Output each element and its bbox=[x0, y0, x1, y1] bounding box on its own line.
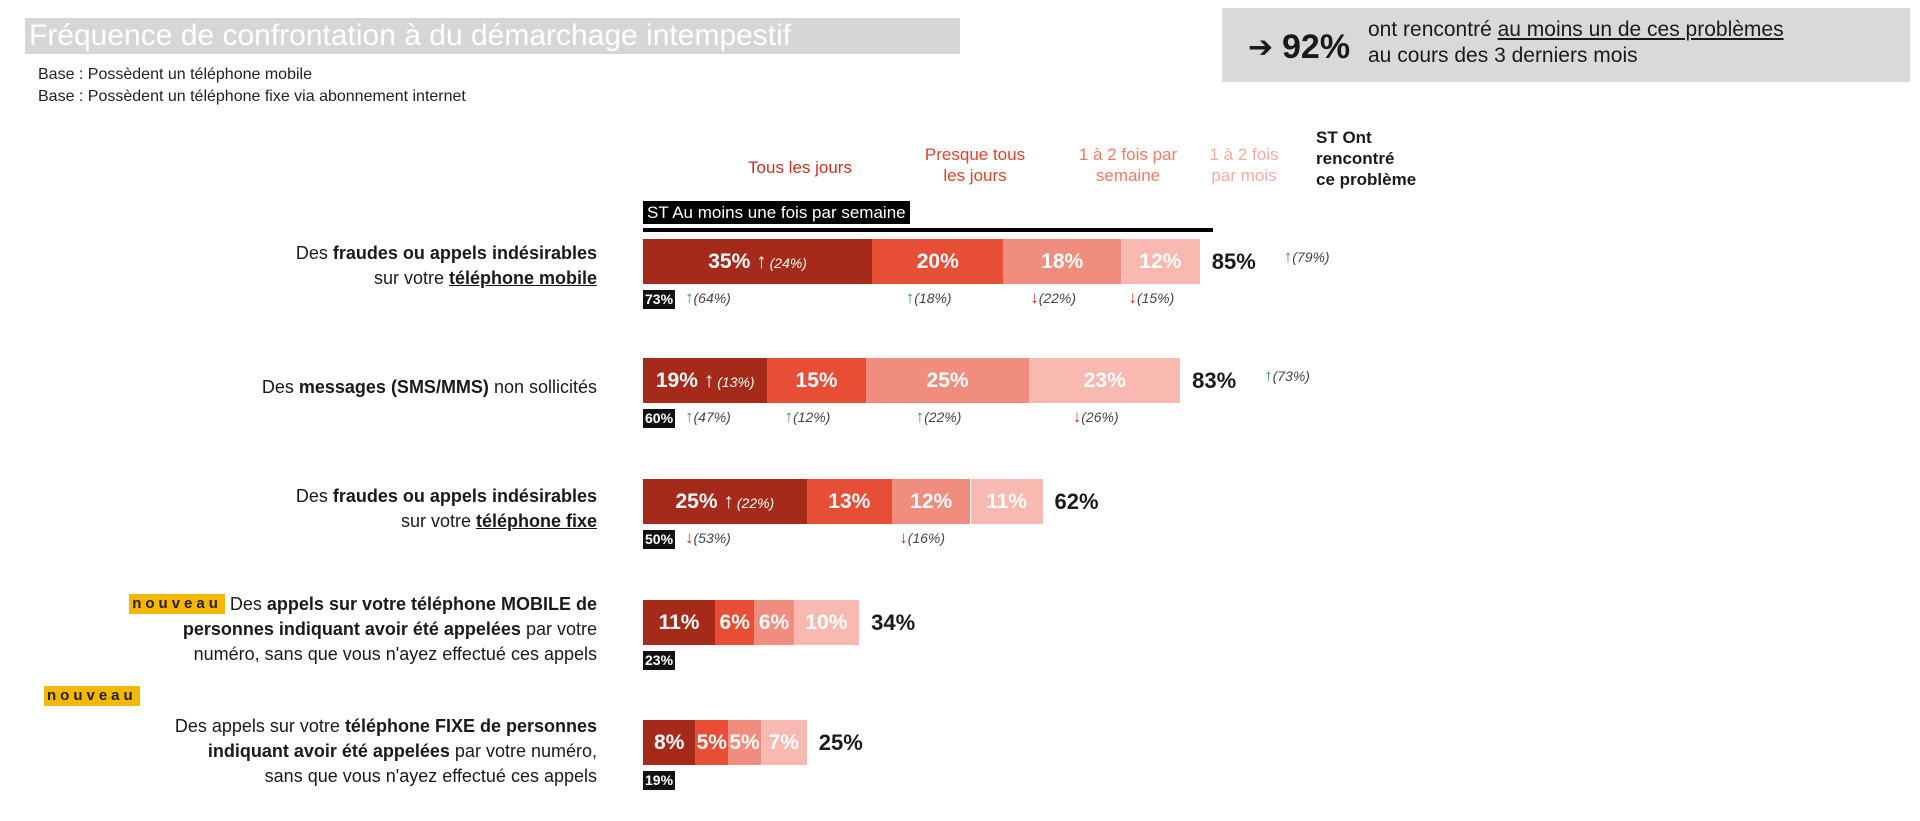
legend-st-ont-rencontre: ST Ont rencontré ce problème bbox=[1316, 128, 1417, 189]
segment-previous-value: ↓(22%) bbox=[1030, 288, 1077, 307]
segment-previous-value: ↑(18%) bbox=[905, 288, 952, 307]
segment-semaine: 18% bbox=[1003, 239, 1122, 284]
total-st-value: 25% bbox=[818, 730, 863, 755]
row-label-messages: Des messages (SMS/MMS) non sollicités bbox=[261, 377, 597, 397]
kpi-value: 92% bbox=[1282, 28, 1351, 66]
segment-previous-value: ↓(26%) bbox=[1072, 407, 1119, 426]
arrow-up-icon: ↑ bbox=[784, 407, 794, 426]
arrow-up-icon: ↑ bbox=[717, 490, 734, 513]
st-week-previous-value: ↑(47%) bbox=[685, 407, 731, 426]
segment-semaine: 6% bbox=[754, 600, 794, 645]
segment-tous-les-jours: 19% ↑ (13%) bbox=[643, 358, 768, 403]
legend-mois: 1 à 2 fois par mois bbox=[1209, 145, 1279, 185]
base-fixe-note: Base : Possèdent un téléphone fixe via a… bbox=[38, 88, 466, 105]
total-previous-value: ↑(73%) bbox=[1264, 366, 1310, 385]
nouveau-badge: nouveau bbox=[44, 686, 140, 706]
segment-tous-les-jours: 8% bbox=[643, 720, 696, 765]
total-previous-value: ↑(79%) bbox=[1283, 247, 1330, 266]
segment-mois: 11% bbox=[970, 479, 1043, 524]
chart-title: Fréquence de confrontation à du démarcha… bbox=[25, 18, 960, 54]
segment-tous-les-jours: 35% ↑ (24%) bbox=[643, 239, 873, 284]
row-label-fraudes-fixe: Des fraudes ou appels indésirables sur v… bbox=[295, 486, 597, 531]
arrow-down-icon: ↓ bbox=[1072, 407, 1082, 426]
segment-previous-value: ↑(12%) bbox=[784, 407, 831, 426]
segment-mois: 7% bbox=[760, 720, 807, 765]
segment-semaine: 5% bbox=[728, 720, 761, 765]
arrow-up-icon: ↑ bbox=[915, 407, 925, 426]
legend-presque-tous-les-jours: Presque tous les jours bbox=[924, 145, 1026, 185]
st-week-badge: 60% bbox=[643, 409, 676, 428]
base-mobile-note: Base : Possèdent un téléphone mobile bbox=[38, 66, 312, 83]
st-week-previous-value: ↑(64%) bbox=[685, 288, 731, 307]
st-week-previous-value: ↓(53%) bbox=[685, 528, 731, 547]
row-label-appels-fixe: Des appels sur votre téléphone FIXE de p… bbox=[174, 716, 597, 786]
legend-semaine: 1 à 2 fois par semaine bbox=[1078, 145, 1178, 185]
segment-presque-tous-les-jours: 20% bbox=[872, 239, 1004, 284]
st-week-badge: 50% bbox=[643, 530, 676, 549]
arrow-up-icon: ↑ bbox=[685, 407, 694, 426]
st-week-badge: 23% bbox=[643, 651, 676, 670]
st-week-bracket bbox=[643, 228, 1213, 232]
segment-presque-tous-les-jours: 5% bbox=[695, 720, 729, 765]
segment-previous-value: ↑(22%) bbox=[915, 407, 962, 426]
segment-presque-tous-les-jours: 15% bbox=[767, 358, 866, 403]
segment-presque-tous-les-jours: 13% bbox=[806, 479, 892, 524]
arrow-down-icon: ↓ bbox=[1128, 288, 1137, 307]
arrow-up-icon: ↑ bbox=[905, 288, 915, 307]
segment-tous-les-jours: 25% ↑ (22%) bbox=[643, 479, 807, 524]
segment-semaine: 12% bbox=[891, 479, 971, 524]
segment-tous-les-jours: 11% bbox=[643, 600, 716, 645]
segment-mois: 23% bbox=[1029, 358, 1181, 403]
st-week-label: ST Au moins une fois par semaine bbox=[643, 201, 910, 224]
segment-previous-value: ↓(16%) bbox=[899, 528, 946, 547]
st-week-badge: 73% bbox=[643, 290, 676, 309]
segment-mois: 10% bbox=[793, 600, 860, 645]
total-st-value: 85% bbox=[1211, 249, 1256, 274]
total-st-value: 62% bbox=[1054, 489, 1099, 514]
nouveau-badge: nouveau bbox=[129, 594, 225, 614]
arrow-up-icon: ↑ bbox=[685, 288, 694, 307]
total-st-value: 83% bbox=[1192, 368, 1237, 393]
segment-semaine: 25% bbox=[865, 358, 1030, 403]
kpi-box: ➔ 92% ont rencontré au moins un de ces p… bbox=[1222, 8, 1910, 82]
arrow-up-icon: ↑ bbox=[697, 369, 715, 392]
row-label-fraudes-mobile: Des fraudes ou appels indésirables sur v… bbox=[295, 243, 597, 288]
arrow-up-icon: ↑ bbox=[1264, 366, 1273, 385]
arrow-down-icon: ↓ bbox=[685, 528, 694, 547]
arrow-down-icon: ↓ bbox=[899, 528, 908, 547]
kpi-text-line1: ont rencontré au moins un de ces problèm… bbox=[1368, 18, 1784, 41]
segment-presque-tous-les-jours: 6% bbox=[715, 600, 755, 645]
arrow-up-icon: ↑ bbox=[750, 250, 767, 273]
segment-mois: 12% bbox=[1121, 239, 1200, 284]
arrow-down-icon: ↓ bbox=[1030, 288, 1039, 307]
row-label-appels-mobile: nouveau Des appels sur votre téléphone M… bbox=[129, 592, 597, 667]
st-week-badge: 19% bbox=[643, 771, 676, 790]
arrow-up-icon: ↑ bbox=[1283, 247, 1293, 266]
segment-previous-value: ↓(15%) bbox=[1128, 288, 1175, 307]
arrow-right-icon: ➔ bbox=[1248, 31, 1274, 64]
kpi-text-line2: au cours des 3 derniers mois bbox=[1368, 44, 1638, 67]
legend-tous-les-jours: Tous les jours bbox=[748, 158, 852, 177]
total-st-value: 34% bbox=[871, 610, 916, 635]
